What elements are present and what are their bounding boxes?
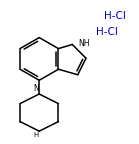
Text: H-Cl: H-Cl: [104, 11, 126, 21]
Text: NH: NH: [78, 39, 89, 48]
Text: H: H: [33, 132, 39, 138]
Text: N: N: [33, 84, 39, 93]
Text: H-Cl: H-Cl: [96, 27, 118, 37]
